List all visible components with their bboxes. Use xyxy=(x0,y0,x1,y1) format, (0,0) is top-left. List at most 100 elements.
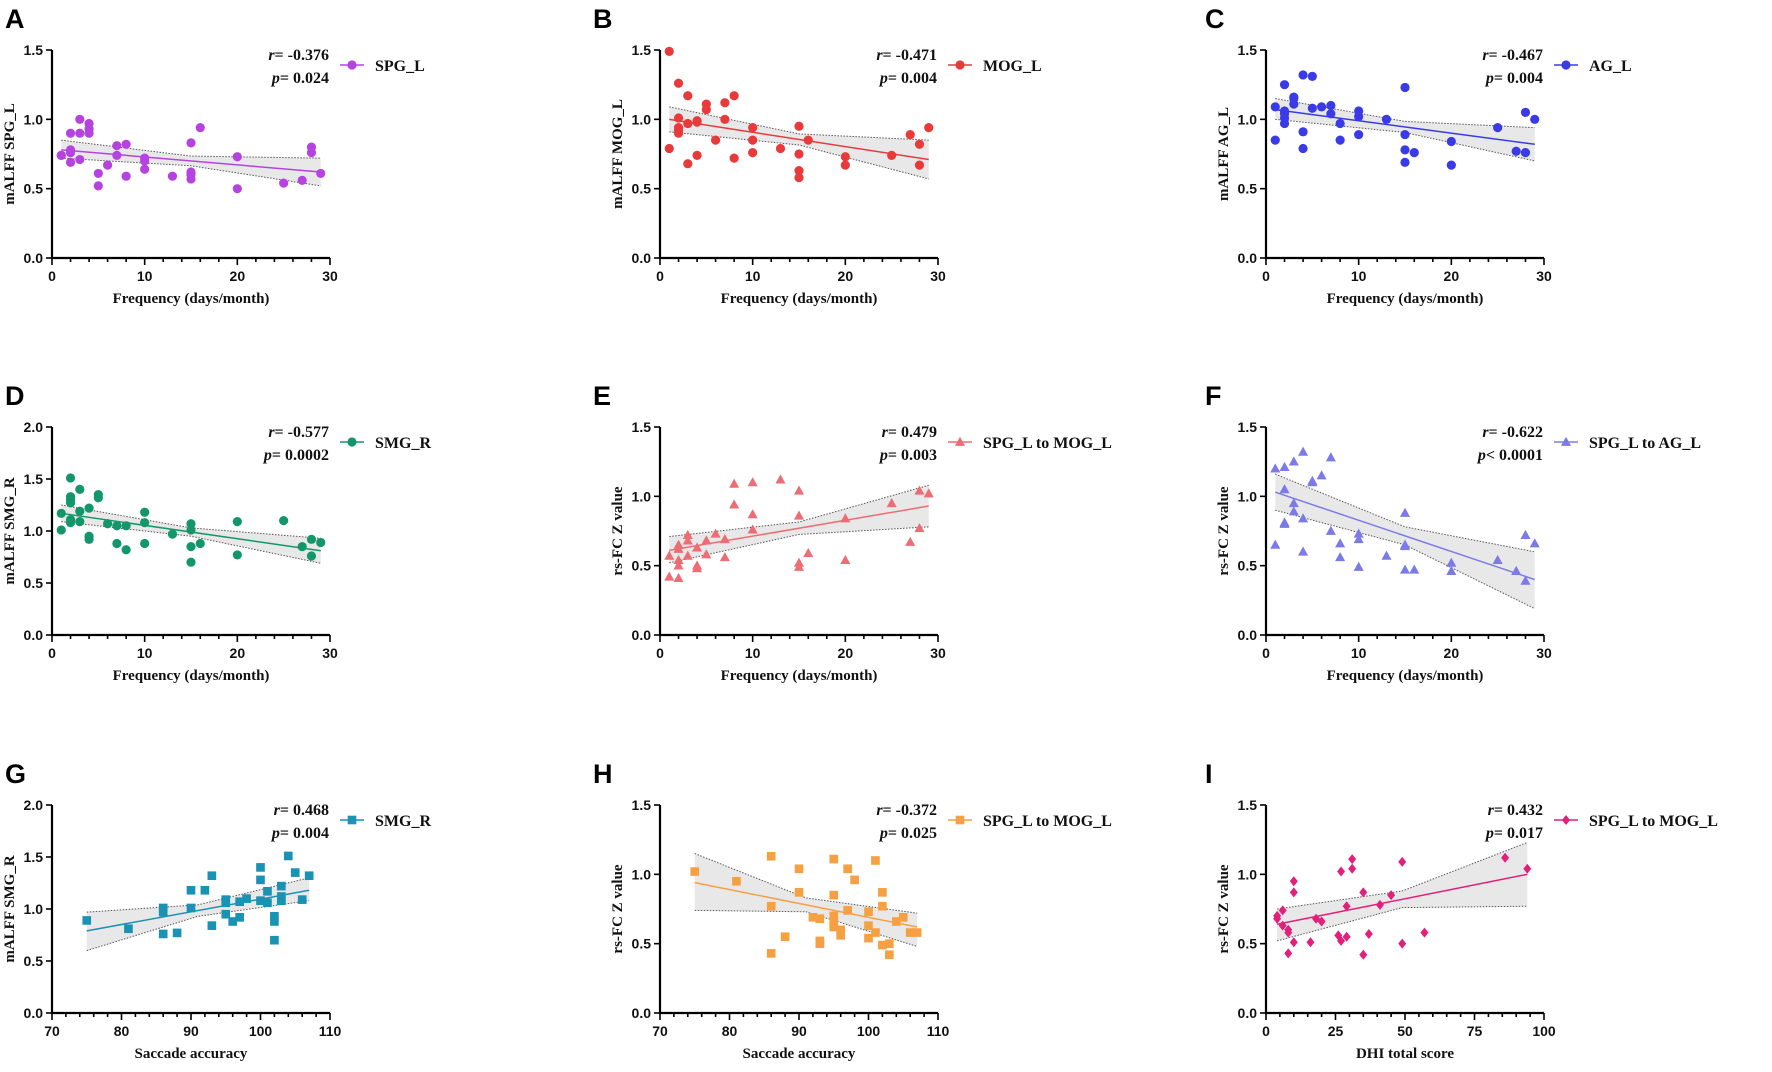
data-point xyxy=(748,148,758,158)
x-tick-label: 30 xyxy=(1536,268,1552,284)
panel-b: B 0 10 20 30 0.0 0.5 1.0 1.5 Frequency (days/mont… xyxy=(593,4,1042,307)
data-point xyxy=(124,924,133,934)
data-point xyxy=(690,867,700,876)
data-point xyxy=(297,175,307,185)
y-axis-title: rs-FC Z value xyxy=(610,486,626,576)
y-axis-title: mALFF MOG_L xyxy=(610,99,626,209)
y-tick-label: 0.0 xyxy=(1238,627,1258,643)
data-point xyxy=(914,160,925,170)
y-tick-label: 1.0 xyxy=(632,488,652,504)
data-point xyxy=(1409,564,1420,574)
y-tick-label: 1.0 xyxy=(1238,866,1258,882)
data-point xyxy=(1342,931,1351,942)
y-tick-label: 1.0 xyxy=(1238,488,1258,504)
data-point xyxy=(1298,143,1308,154)
data-point xyxy=(1400,129,1410,140)
data-point xyxy=(912,928,922,937)
ci-upper-line xyxy=(669,106,929,141)
y-tick-label: 1.5 xyxy=(632,797,652,813)
data-point xyxy=(683,118,693,129)
data-point xyxy=(306,148,317,158)
data-point xyxy=(121,139,131,149)
r-value: = -0.467 xyxy=(1489,47,1543,64)
data-point xyxy=(829,917,839,926)
data-point xyxy=(207,871,217,881)
data-point xyxy=(829,922,839,932)
y-tick-label: 2.0 xyxy=(24,797,44,813)
data-point xyxy=(1288,456,1299,466)
x-tick-label: 30 xyxy=(322,645,338,661)
data-point xyxy=(84,503,94,513)
y-tick-label: 0.5 xyxy=(24,575,44,591)
ci-upper-line xyxy=(1277,841,1528,910)
data-point xyxy=(256,875,265,885)
y-tick-label: 1.0 xyxy=(24,523,44,539)
x-tick-label: 10 xyxy=(745,645,761,661)
data-point xyxy=(195,538,205,549)
y-axis-title: mALFF AG_L xyxy=(1216,107,1232,201)
data-point xyxy=(766,851,776,861)
data-point xyxy=(905,536,916,546)
data-point xyxy=(186,903,196,913)
data-point xyxy=(843,906,852,915)
p-symbol: p xyxy=(1484,825,1494,842)
data-point xyxy=(701,535,712,545)
data-point xyxy=(65,473,76,483)
p-statistic: p= 0.025 xyxy=(878,825,937,842)
data-point xyxy=(93,168,103,179)
panel-f: F 0 10 20 30 0.0 0.5 1.0 1.5 Frequency (days/mont… xyxy=(1205,381,1701,684)
data-point xyxy=(729,91,739,101)
data-point xyxy=(729,499,740,509)
data-point xyxy=(898,913,908,922)
r-statistic: r= -0.467 xyxy=(1482,47,1543,64)
data-point xyxy=(65,128,76,138)
legend-marker xyxy=(955,815,965,825)
data-point xyxy=(270,917,279,926)
data-point xyxy=(1326,100,1336,111)
x-tick-label: 10 xyxy=(745,268,761,284)
data-point xyxy=(1335,135,1345,145)
data-point xyxy=(140,156,150,166)
data-point xyxy=(1381,550,1392,560)
data-point xyxy=(1298,446,1309,456)
legend-marker xyxy=(347,815,357,825)
data-point xyxy=(306,551,317,561)
p-value: = 0.003 xyxy=(888,447,937,464)
data-point xyxy=(673,560,684,570)
data-point xyxy=(683,159,693,169)
data-point xyxy=(84,128,94,138)
data-point xyxy=(306,534,317,544)
data-point xyxy=(1348,854,1357,865)
data-point xyxy=(1307,477,1318,487)
y-tick-label: 1.5 xyxy=(632,42,652,58)
p-value: = 0.004 xyxy=(1494,70,1543,87)
x-axis-title: Frequency (days/month) xyxy=(113,291,270,307)
data-point xyxy=(829,890,839,900)
regression-line xyxy=(694,881,918,928)
legend-label: SPG_L to MOG_L xyxy=(983,435,1112,452)
x-tick-label: 90 xyxy=(183,1023,199,1039)
r-value: = 0.479 xyxy=(888,424,937,441)
data-point xyxy=(172,928,182,938)
regression-line xyxy=(1275,108,1535,146)
data-point xyxy=(775,474,786,484)
data-point xyxy=(75,114,85,124)
panel-g: G 70 80 90 100 110 0.0 0.5 1.0 1.5 2.0 Saccade accu… xyxy=(2,759,431,1062)
data-point xyxy=(297,895,307,904)
data-point xyxy=(682,535,693,545)
data-point xyxy=(1306,937,1315,948)
data-point xyxy=(93,493,103,503)
data-point xyxy=(1278,905,1287,916)
r-value: = -0.372 xyxy=(883,802,937,819)
data-point xyxy=(683,91,693,101)
y-tick-label: 1.5 xyxy=(24,849,44,865)
data-point xyxy=(766,901,776,911)
x-tick-label: 110 xyxy=(319,1023,342,1039)
data-point xyxy=(747,524,758,534)
data-point xyxy=(794,864,804,874)
data-point xyxy=(290,868,300,877)
regression-line xyxy=(669,505,929,552)
r-statistic: r= -0.372 xyxy=(876,802,937,819)
data-point xyxy=(256,863,265,872)
regression-line xyxy=(61,512,321,552)
